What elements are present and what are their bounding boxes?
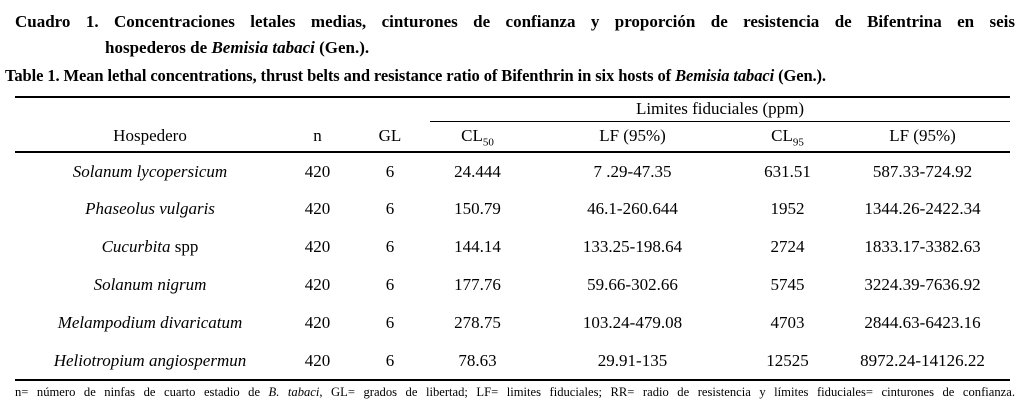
- cell-gl: 6: [350, 342, 430, 381]
- cell-cl95: 631.51: [764, 161, 811, 181]
- cell-species: Heliotropium angiospermun: [15, 342, 285, 381]
- cell-n: 420: [304, 237, 331, 256]
- title-spanish-species: Bemisia tabaci: [211, 38, 315, 57]
- species-name: Solanum nigrum: [93, 275, 207, 294]
- col-header-host: Hospedero: [15, 121, 285, 153]
- table-row: Melampodium divaricatum 420 6 278.75 103…: [15, 304, 1010, 342]
- table-row: Solanum lycopersicum 420 6 24.444 7 .29-…: [15, 152, 1010, 190]
- cl95-base: CL: [771, 126, 793, 146]
- title-spanish-line1: Cuadro 1. Concentraciones letales medias…: [15, 9, 1015, 35]
- title-english: Table 1. Mean lethal concentrations, thr…: [5, 63, 1031, 88]
- cell-gl: 6: [385, 313, 395, 332]
- cell-n: 420: [304, 199, 331, 218]
- cell-lf95: 3224.39-7636.92: [864, 275, 981, 294]
- cell-species: Melampodium divaricatum: [15, 304, 285, 342]
- cell-n: 420: [304, 275, 331, 294]
- cell-cl95: 1952: [770, 199, 805, 218]
- table-row: Phaseolus vulgaris 420 6 150.79 46.1-260…: [15, 190, 1010, 228]
- cell-lf50: 59.66-302.66: [587, 275, 678, 294]
- cell-species: Solanum nigrum: [15, 266, 285, 304]
- title-english-prefix: Table 1. Mean lethal concentrations, thr…: [5, 66, 676, 85]
- cell-species: Solanum lycopersicum: [15, 152, 285, 190]
- cell-cl95: 12525: [740, 342, 835, 381]
- title-spanish-text: Cuadro 1. Concentraciones letales medias…: [15, 12, 1015, 31]
- table-row: Heliotropium angiospermun 420 6 78.63 29…: [15, 342, 1010, 381]
- species-name: Solanum lycopersicum: [72, 161, 228, 181]
- table-column-header-row: Hospedero n GL CL50 LF (95%) CL95 LF (95…: [15, 121, 1010, 153]
- cl50-base: CL: [461, 126, 483, 146]
- cell-n: 420: [304, 161, 331, 181]
- col-header-lf50: LF (95%): [525, 121, 740, 153]
- cell-lf95: 1833.17-3382.63: [864, 237, 981, 256]
- cell-lf95: 1344.26-2422.34: [864, 199, 981, 218]
- cell-species: Phaseolus vulgaris: [15, 190, 285, 228]
- footnote-prefix: n= número de ninfas de cuarto estadio de: [15, 385, 269, 399]
- cell-n: 420: [285, 342, 350, 381]
- cell-lf50: 46.1-260.644: [587, 199, 678, 218]
- cell-cl95: 2724: [770, 237, 805, 256]
- title-english-species: Bemisia tabaci: [675, 66, 775, 85]
- cell-cl50: 150.79: [454, 199, 501, 218]
- cell-cl95: 5745: [770, 275, 805, 294]
- table-row: Cucurbita spp 420 6 144.14 133.25-198.64…: [15, 228, 1010, 266]
- cell-cl50: 177.76: [454, 275, 501, 294]
- cl95-subscript: 95: [792, 136, 804, 149]
- cell-cl50: 78.63: [430, 342, 525, 381]
- cell-lf50: 103.24-479.08: [582, 313, 683, 332]
- cell-gl: 6: [385, 161, 395, 181]
- species-name: Heliotropium angiospermun: [53, 350, 247, 370]
- col-header-lf95: LF (95%): [835, 121, 1010, 153]
- cell-lf95: 8972.24-14126.22: [835, 342, 1010, 381]
- cell-cl50: 278.75: [454, 313, 501, 332]
- cell-n: 420: [304, 313, 331, 332]
- cell-lf95: 2844.63-6423.16: [864, 313, 981, 332]
- title-spanish-line2-suffix: (Gen.).: [314, 38, 370, 57]
- species-name: Melampodium divaricatum: [57, 313, 243, 332]
- cell-lf50: 133.25-198.64: [582, 237, 683, 256]
- species-name: Cucurbita: [101, 237, 171, 256]
- col-header-cl50: CL50: [430, 121, 525, 153]
- cell-gl: 6: [385, 275, 395, 294]
- footnote-species: B. tabaci: [268, 385, 320, 399]
- col-header-gl: GL: [350, 121, 430, 153]
- cell-cl50: 24.444: [454, 161, 501, 181]
- cell-gl: 6: [385, 237, 395, 256]
- title-spanish-line2: hospederos de Bemisia tabaci (Gen.).: [105, 35, 1031, 61]
- title-english-suffix: (Gen.).: [774, 66, 826, 85]
- cl50-subscript: 50: [482, 136, 494, 149]
- span-header-empty: [15, 97, 430, 121]
- col-header-cl95: CL95: [740, 121, 835, 153]
- col-header-n: n: [285, 121, 350, 153]
- species-name: Phaseolus vulgaris: [85, 199, 215, 218]
- table-span-header-row: Limites fiduciales (ppm): [15, 97, 1010, 122]
- cell-cl50: 144.14: [454, 237, 501, 256]
- cell-lf50: 29.91-135: [525, 342, 740, 381]
- cell-species: Cucurbita spp: [15, 228, 285, 266]
- cell-lf95: 587.33-724.92: [872, 161, 973, 181]
- paper-table-page: Cuadro 1. Concentraciones letales medias…: [0, 9, 1031, 417]
- footnote-suffix: , GL= grados de libertad; LF= limites fi…: [319, 385, 1015, 399]
- title-spanish-line2-prefix: hospederos de: [105, 38, 212, 57]
- species-suffix: spp: [170, 237, 199, 256]
- span-header-fiducial-limits: Limites fiduciales (ppm): [430, 97, 1010, 122]
- cell-gl: 6: [385, 199, 395, 218]
- cell-lf50: 7 .29-47.35: [593, 161, 672, 181]
- table-footnote: n= número de ninfas de cuarto estadio de…: [15, 385, 1015, 400]
- table-row: Solanum nigrum 420 6 177.76 59.66-302.66…: [15, 266, 1010, 304]
- cell-cl95: 4703: [770, 313, 805, 332]
- results-table: Limites fiduciales (ppm) Hospedero n GL …: [15, 96, 1010, 381]
